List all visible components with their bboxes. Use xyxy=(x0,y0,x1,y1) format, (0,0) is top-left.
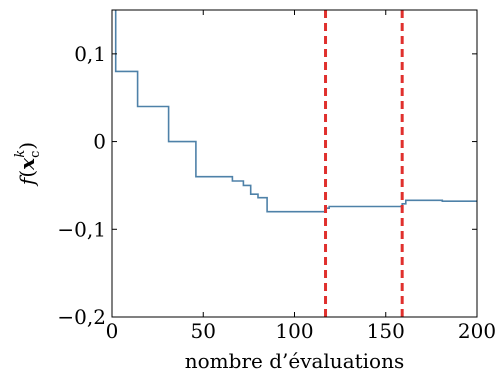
x-tick-label-150: 150 xyxy=(367,319,405,343)
series-line-0 xyxy=(114,10,477,213)
plot-frame xyxy=(111,9,478,318)
y-tick-label-1: 0 xyxy=(93,130,106,154)
y-tick-label-3: −0,2 xyxy=(57,305,106,329)
y-axis-label-x: x xyxy=(15,157,39,171)
x-tick-label-200: 200 xyxy=(458,319,496,343)
x-tick-label-0: 0 xyxy=(106,319,119,343)
y-axis-label-sup: k xyxy=(13,150,28,158)
x-tick-label-50: 50 xyxy=(191,319,216,343)
x-axis-label: nombre d’évaluations xyxy=(185,349,404,373)
y-tick-label-0: 0,1 xyxy=(74,42,106,66)
y-axis-label: f(xck) xyxy=(13,142,43,187)
y-tick-label-2: −0,1 xyxy=(57,217,106,241)
x-tick-label-100: 100 xyxy=(275,319,313,343)
y-axis-label-sub: c xyxy=(28,151,43,158)
y-axis-label-open: ( xyxy=(15,170,39,178)
y-axis-label-close: ) xyxy=(15,142,39,150)
